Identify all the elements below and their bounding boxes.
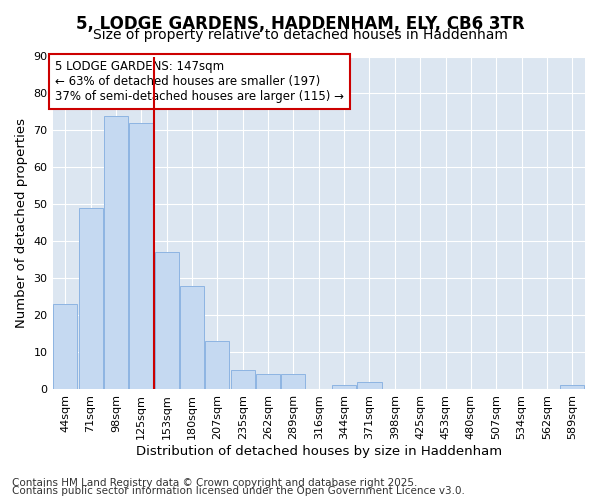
- Text: Contains HM Land Registry data © Crown copyright and database right 2025.: Contains HM Land Registry data © Crown c…: [12, 478, 418, 488]
- Text: 5 LODGE GARDENS: 147sqm
← 63% of detached houses are smaller (197)
37% of semi-d: 5 LODGE GARDENS: 147sqm ← 63% of detache…: [55, 60, 344, 103]
- Text: 5, LODGE GARDENS, HADDENHAM, ELY, CB6 3TR: 5, LODGE GARDENS, HADDENHAM, ELY, CB6 3T…: [76, 15, 524, 33]
- Bar: [332, 386, 356, 389]
- Y-axis label: Number of detached properties: Number of detached properties: [15, 118, 28, 328]
- Bar: [180, 286, 204, 389]
- Bar: [79, 208, 103, 389]
- Bar: [129, 123, 154, 389]
- Bar: [104, 116, 128, 389]
- Bar: [230, 370, 255, 389]
- X-axis label: Distribution of detached houses by size in Haddenham: Distribution of detached houses by size …: [136, 444, 502, 458]
- Bar: [155, 252, 179, 389]
- Bar: [256, 374, 280, 389]
- Bar: [281, 374, 305, 389]
- Bar: [53, 304, 77, 389]
- Bar: [560, 386, 584, 389]
- Bar: [358, 382, 382, 389]
- Text: Contains public sector information licensed under the Open Government Licence v3: Contains public sector information licen…: [12, 486, 465, 496]
- Bar: [205, 341, 229, 389]
- Text: Size of property relative to detached houses in Haddenham: Size of property relative to detached ho…: [92, 28, 508, 42]
